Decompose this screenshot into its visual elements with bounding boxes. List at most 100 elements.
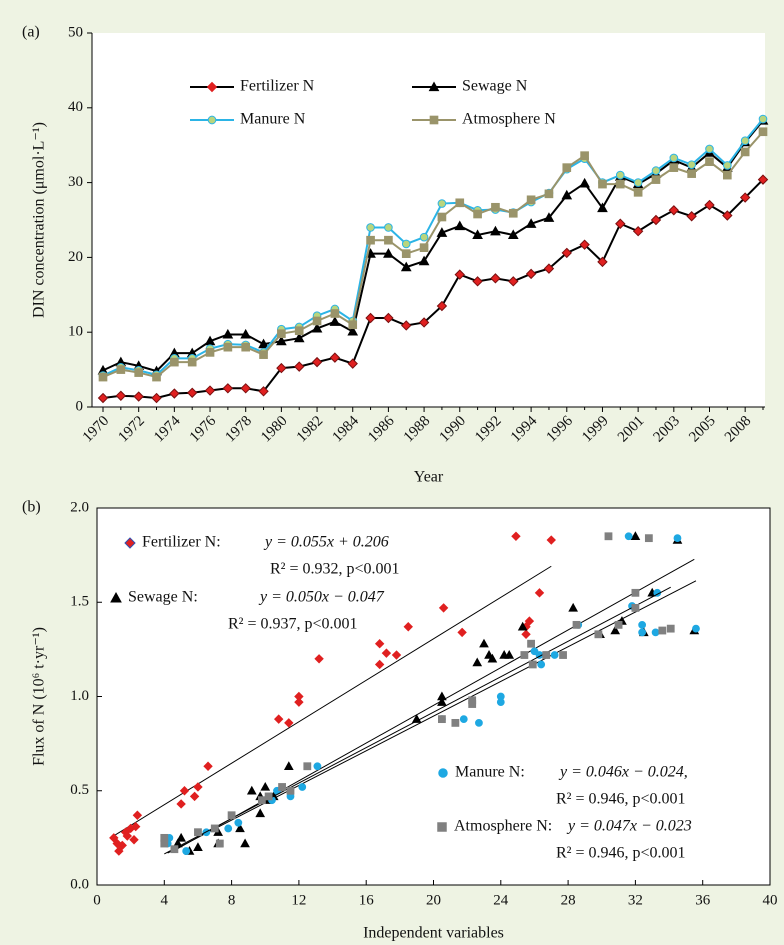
marker (255, 808, 266, 818)
marker (704, 199, 715, 211)
marker (437, 697, 447, 706)
marker (487, 653, 498, 663)
marker (597, 202, 608, 213)
marker (490, 225, 501, 236)
marker (133, 391, 144, 402)
marker (274, 714, 284, 724)
marker (437, 691, 447, 701)
y-tick-label: 0 (76, 398, 84, 414)
marker (524, 616, 535, 626)
marker (193, 842, 203, 851)
marker (668, 205, 680, 216)
marker (116, 365, 126, 374)
legend-label: Fertilizer N: (142, 534, 221, 551)
marker (403, 622, 413, 632)
marker (454, 220, 466, 231)
marker (222, 383, 234, 394)
marker (182, 847, 191, 855)
marker (658, 626, 667, 635)
marker (98, 372, 108, 382)
marker (347, 358, 358, 369)
x-axis-title: Year (414, 469, 444, 486)
marker (614, 620, 623, 629)
marker (258, 386, 269, 397)
marker (260, 781, 271, 791)
marker (534, 588, 545, 598)
panel-label: (b) (22, 499, 41, 516)
marker (520, 651, 529, 659)
marker (383, 312, 394, 324)
marker (259, 350, 268, 359)
marker (210, 824, 219, 833)
equation: y = 0.055x + 0.206 (263, 534, 389, 551)
marker (705, 157, 714, 166)
marker (525, 218, 537, 228)
marker (134, 368, 144, 377)
marker (491, 202, 500, 212)
marker (193, 782, 203, 792)
x-tick-label: 1980 (258, 413, 291, 446)
marker (234, 818, 243, 827)
y-tick-label: 50 (68, 24, 83, 40)
marker (527, 639, 535, 648)
marker (383, 248, 394, 258)
marker (521, 629, 531, 640)
fit-line (164, 586, 671, 855)
marker (241, 342, 251, 352)
fit-stats: R² = 0.937, p<0.001 (228, 616, 358, 633)
marker (411, 714, 422, 723)
marker (630, 531, 641, 540)
marker (169, 388, 180, 399)
x-tick-label: 20 (426, 892, 441, 908)
marker (757, 174, 769, 185)
marker (580, 151, 589, 160)
marker (276, 335, 287, 346)
x-tick-label: 0 (93, 892, 101, 908)
marker (115, 390, 127, 401)
marker (550, 651, 559, 659)
y-tick-label: 1.0 (70, 688, 89, 704)
marker (722, 170, 732, 180)
marker (124, 537, 136, 549)
marker (401, 320, 412, 331)
x-tick-label: 1990 (436, 413, 469, 446)
marker (632, 226, 644, 237)
x-axis-title: Independent variables (363, 925, 504, 942)
marker (633, 187, 643, 197)
marker (572, 620, 581, 629)
marker (722, 161, 732, 170)
marker (544, 189, 554, 199)
marker (624, 532, 633, 541)
marker (669, 153, 679, 163)
marker (419, 232, 429, 242)
y-tick-label: 0.5 (70, 782, 89, 798)
marker (283, 761, 294, 770)
x-tick-label: 2008 (722, 413, 755, 446)
marker (666, 624, 675, 633)
fit-stats: R² = 0.932, p<0.001 (270, 561, 400, 578)
marker (429, 115, 439, 125)
marker (152, 372, 161, 382)
marker (542, 651, 551, 659)
marker (277, 329, 286, 339)
marker (687, 169, 696, 178)
marker (311, 356, 323, 368)
marker (511, 531, 521, 541)
marker (705, 144, 714, 154)
marker (132, 810, 143, 820)
x-tick-label: 1984 (329, 413, 362, 446)
marker (205, 348, 215, 357)
marker (507, 229, 519, 240)
marker (170, 845, 179, 854)
marker (151, 392, 162, 404)
marker (257, 796, 266, 805)
marker (638, 620, 647, 629)
marker (758, 114, 768, 124)
x-tick-label: 28 (561, 892, 576, 908)
marker (561, 247, 572, 259)
marker (528, 660, 537, 669)
marker (381, 648, 392, 658)
marker (579, 177, 590, 188)
y-tick-label: 20 (68, 249, 83, 265)
marker (384, 235, 393, 245)
